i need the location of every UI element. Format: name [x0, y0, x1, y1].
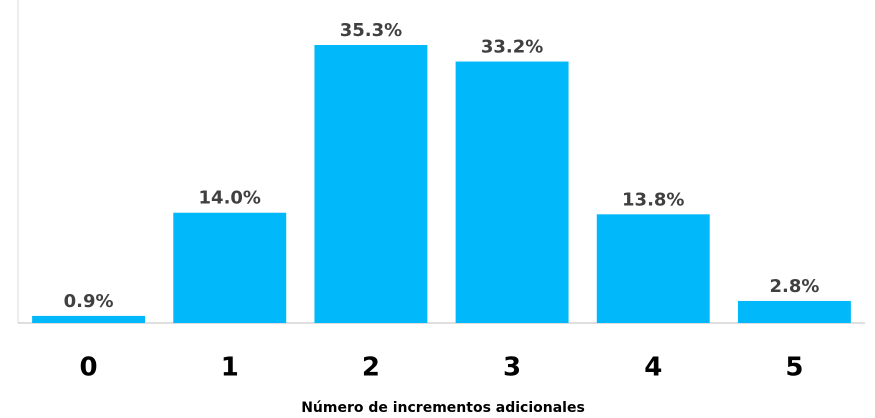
- data-label: 35.3%: [340, 20, 402, 41]
- data-label: 13.8%: [622, 189, 684, 210]
- bar: [32, 315, 146, 323]
- x-tick-label: 3: [503, 353, 521, 383]
- x-tick-label: 2: [362, 353, 380, 383]
- data-label: 33.2%: [481, 37, 543, 58]
- bar: [455, 61, 569, 324]
- x-tick-label: 5: [785, 353, 803, 383]
- bar: [173, 212, 287, 323]
- x-axis-title: Número de incrementos adicionales: [301, 400, 585, 416]
- data-label: 0.9%: [64, 291, 114, 312]
- x-tick-label: 0: [80, 353, 98, 383]
- bar: [314, 45, 428, 323]
- x-tick-label: 4: [644, 353, 662, 383]
- x-tick-label: 1: [221, 353, 239, 383]
- data-label: 14.0%: [199, 188, 261, 209]
- bar: [596, 214, 710, 323]
- bar: [737, 300, 851, 323]
- data-label: 2.8%: [769, 276, 819, 297]
